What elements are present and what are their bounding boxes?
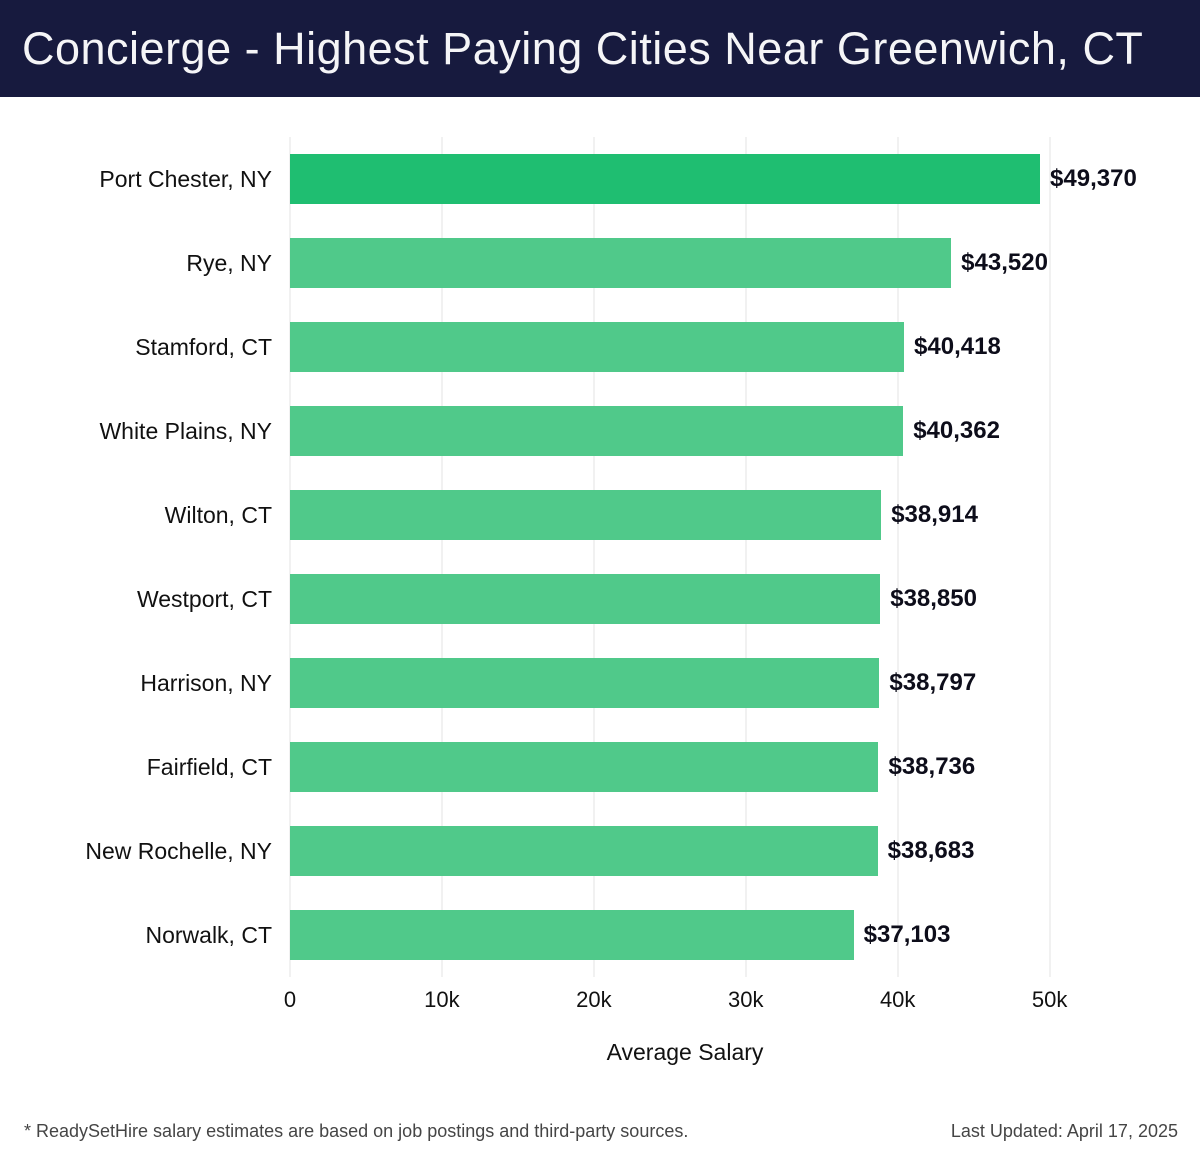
chart-row: Westport, CT $38,850 <box>0 557 1200 641</box>
x-tick-label: 10k <box>424 987 460 1012</box>
chart-row: Harrison, NY $38,797 <box>0 641 1200 725</box>
bar <box>290 826 878 876</box>
x-tick-label: 0 <box>283 987 297 1012</box>
chart-row: New Rochelle, NY $38,683 <box>0 809 1200 893</box>
chart-row: Norwalk, CT $37,103 <box>0 893 1200 977</box>
bar <box>290 490 882 540</box>
chart-row: Rye, NY $43,520 <box>0 221 1200 305</box>
footer-last-updated: Last Updated: April 17, 2025 <box>950 1121 1178 1141</box>
category-label: Port Chester, NY <box>99 165 272 192</box>
bar-track: $38,683 <box>290 826 1080 876</box>
category-label: Rye, NY <box>186 249 272 276</box>
chart-row: Stamford, CT $40,418 <box>0 305 1200 389</box>
bar-track: $38,736 <box>290 742 1080 792</box>
category-label: Stamford, CT <box>135 333 272 360</box>
x-tick-label: 20k <box>576 987 612 1012</box>
bar-track: $38,850 <box>290 574 1080 624</box>
x-axis: 0 10k 20k 30k 40k 50k <box>284 987 1080 1017</box>
bar <box>290 658 880 708</box>
bar-track: $40,418 <box>290 322 1080 372</box>
x-tick-label: 50k <box>1031 987 1068 1012</box>
category-label: New Rochelle, NY <box>85 837 272 864</box>
category-label: Harrison, NY <box>140 669 272 696</box>
bar-chart: Port Chester, NY $49,370 Rye, NY $43,520 Sta… <box>0 137 1200 1066</box>
value-label: $38,797 <box>889 669 977 696</box>
category-label: White Plains, NY <box>99 417 272 444</box>
bar-track: $38,914 <box>290 490 1080 540</box>
chart-row: White Plains, NY $40,362 <box>0 389 1200 473</box>
plot-area: Port Chester, NY $49,370 Rye, NY $43,520 Sta… <box>0 137 1200 977</box>
value-label: $40,418 <box>914 333 1001 360</box>
bar <box>290 742 879 792</box>
chart-row: Port Chester, NY $49,370 <box>0 137 1200 221</box>
bar <box>290 910 854 960</box>
chart-row: Wilton, CT $38,914 <box>0 473 1200 557</box>
bar <box>290 322 905 372</box>
category-label: Westport, CT <box>136 585 272 612</box>
x-tick-label: 30k <box>728 987 764 1012</box>
footer: * ReadySetHire salary estimates are base… <box>24 1121 1178 1142</box>
value-label: $38,914 <box>891 501 978 528</box>
gridline <box>897 137 899 977</box>
gridline <box>593 137 595 977</box>
value-label: $37,103 <box>863 921 951 948</box>
bar-track: $38,797 <box>290 658 1080 708</box>
bar <box>290 238 952 288</box>
bar <box>290 154 1041 204</box>
bar <box>290 574 881 624</box>
chart-rows: Port Chester, NY $49,370 Rye, NY $43,520 Sta… <box>0 137 1200 977</box>
bar <box>290 406 904 456</box>
value-label: $40,362 <box>913 417 1000 444</box>
x-tick-label: 40k <box>879 987 916 1012</box>
bar-track: $37,103 <box>290 910 1080 960</box>
category-label: Fairfield, CT <box>146 753 272 780</box>
page-title: Concierge - Highest Paying Cities Near G… <box>22 22 1144 74</box>
gridline <box>441 137 443 977</box>
category-label: Wilton, CT <box>164 501 272 528</box>
value-label: $49,370 <box>1050 165 1137 192</box>
value-label: $43,520 <box>961 249 1048 276</box>
footer-disclaimer: * ReadySetHire salary estimates are base… <box>24 1121 689 1141</box>
x-axis-label: Average Salary <box>606 1039 764 1065</box>
value-label: $38,736 <box>888 753 976 780</box>
value-label: $38,683 <box>887 837 975 864</box>
gridlines <box>289 137 1080 977</box>
value-label: $38,850 <box>890 585 977 612</box>
gridline <box>1049 137 1051 977</box>
title-bar: Concierge - Highest Paying Cities Near G… <box>0 0 1200 97</box>
bar-track: $43,520 <box>290 238 1080 288</box>
bar-track: $40,362 <box>290 406 1080 456</box>
gridline <box>289 137 291 977</box>
gridline <box>745 137 747 977</box>
category-label: Norwalk, CT <box>145 921 272 948</box>
chart-row: Fairfield, CT $38,736 <box>0 725 1200 809</box>
bar-track: $49,370 <box>290 154 1137 204</box>
